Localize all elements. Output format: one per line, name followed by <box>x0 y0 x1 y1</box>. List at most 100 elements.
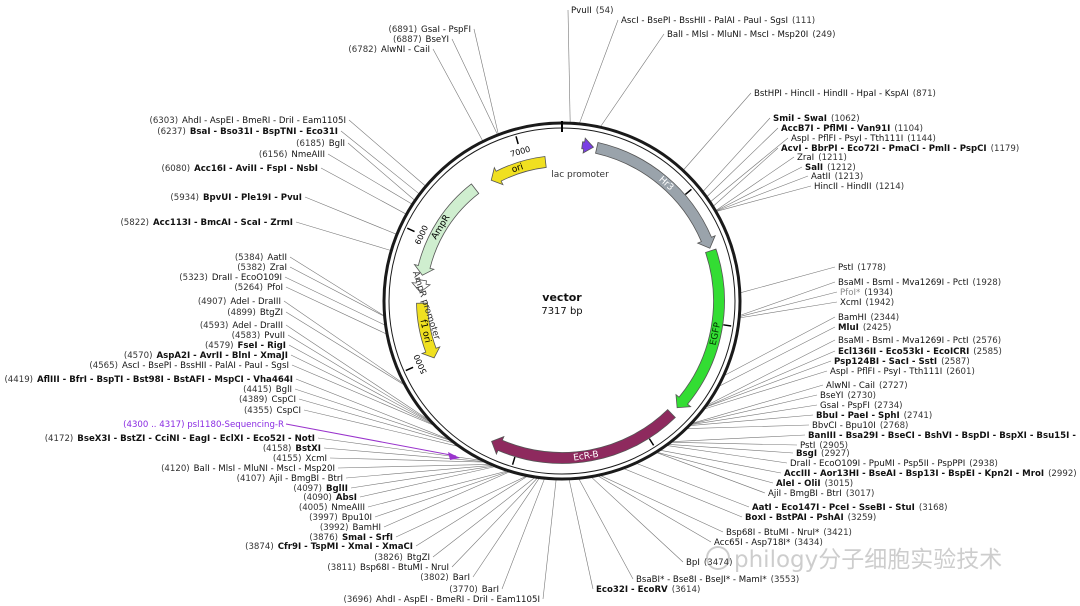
site-leader <box>285 311 408 387</box>
site-leader <box>395 474 530 538</box>
feature-label: f1 ori <box>417 319 432 344</box>
restriction-site-label: (5384) AatII <box>235 253 287 263</box>
site-leader <box>702 360 832 409</box>
feature-ampr <box>413 183 480 276</box>
restriction-site-label: PfoI* (1934) <box>840 288 893 298</box>
restriction-site-label: MluI (2425) <box>838 323 891 333</box>
restriction-site-label: Bsp68I - BtuMI - NruI* (3421) <box>726 528 852 538</box>
restriction-site-label: AleI - OliI (3015) <box>776 479 853 489</box>
plasmid-name: vector <box>542 291 582 304</box>
restriction-site-label: BsaMI - BsmI - Mva1269I - PctI (1928) <box>838 278 1001 288</box>
restriction-site-label: AlwNI - CaiI (2727) <box>826 381 908 391</box>
restriction-site-label: ZraI (1211) <box>797 153 847 163</box>
restriction-site-label: (4593) AdeI - DraIII <box>200 321 283 331</box>
site-leader <box>716 326 836 388</box>
site-leader <box>542 477 557 600</box>
site-labels-left: (6891) GsaI - PspFI(6887) BseYI(6782) AlwNI… <box>4 25 540 605</box>
site-leader <box>668 441 798 446</box>
site-leader <box>329 457 489 463</box>
restriction-site-label: AccIII - Aor13HI - BseAI - Bsp13I - BspE… <box>784 469 1077 479</box>
site-leader <box>283 300 407 386</box>
restriction-site-label: (3874) Cfr9I - TspMI - XmaI - XmaCI <box>245 542 413 552</box>
tick-mark <box>515 136 519 145</box>
restriction-site-label: (6782) AlwNI - CaiI <box>348 45 430 55</box>
restriction-site-label: BoxI - BstPAI - PshAI (3259) <box>745 513 876 523</box>
site-leader <box>451 476 540 568</box>
site-leader <box>350 465 497 489</box>
restriction-site-label: (5323) DraII - EcoO109I <box>179 273 282 283</box>
site-leader <box>359 465 498 498</box>
restriction-site-label: BalI - MlsI - MluNI - MscI - Msp20I (249) <box>667 30 835 40</box>
restriction-site-label: (4155) XcmI <box>273 454 327 464</box>
site-leader <box>347 142 416 202</box>
restriction-site-label: DraII - EcoO109I - PpuMI - Psp5II - PspP… <box>790 459 998 469</box>
plasmid-size: 7317 bp <box>541 306 582 317</box>
site-leader <box>473 28 499 136</box>
primer-leader <box>285 423 457 457</box>
site-leader <box>714 185 812 213</box>
restriction-site-label: (4355) CspCI <box>244 406 301 416</box>
restriction-site-label: (3826) BtgZI <box>374 553 430 563</box>
restriction-site-label: (3876) SmaI - SrfI <box>309 533 393 543</box>
site-leader <box>597 474 724 533</box>
site-leader <box>337 463 494 469</box>
restriction-site-label: (4172) BseX3I - BstZI - CciNI - EagI - Ec… <box>45 434 315 444</box>
feature-egfp <box>675 248 725 409</box>
site-leader <box>664 444 788 464</box>
site-leader <box>577 477 634 580</box>
restriction-site-label: AatII (1213) <box>811 172 863 182</box>
restriction-site-label: (4899) BtgZI <box>227 308 283 318</box>
tick-mark <box>648 438 655 446</box>
site-leader <box>621 467 743 518</box>
site-leader <box>451 38 499 137</box>
restriction-site-label: BpI (3474) <box>686 558 732 568</box>
site-leader <box>711 147 779 208</box>
restriction-site-label: (6156) NmeAIII <box>259 150 325 160</box>
restriction-site-label: (5264) PfoI <box>234 283 283 293</box>
restriction-site-label: BbvCI - Bpu10I (2768) <box>812 421 908 431</box>
restriction-site-label: (5822) Acc113I - BmcAI - ScaI - ZrmI <box>120 218 293 228</box>
feature-ori <box>490 156 547 186</box>
site-labels-right: PvuII (54) AscI - BsePI - BssHII - PalAI -… <box>571 6 1077 595</box>
site-leader <box>472 476 541 578</box>
restriction-site-label: (5382) ZraI <box>237 263 287 273</box>
restriction-site-label: (6891) GsaI - PspFI <box>388 25 471 35</box>
restriction-site-label: (4583) PvuII <box>232 331 285 341</box>
site-leader <box>702 350 836 409</box>
site-leader <box>415 474 530 547</box>
site-leader <box>701 370 828 411</box>
site-leader <box>567 9 571 125</box>
site-leader <box>367 469 511 508</box>
site-leader <box>665 443 794 454</box>
site-leader <box>705 127 779 198</box>
restriction-site-label: Ecl136II - Eco53kI - EcoICRI (2585) <box>838 347 1002 357</box>
site-leader <box>383 470 513 528</box>
tick-mark <box>684 188 692 196</box>
restriction-site-label: (4570) AspA2I - AvrII - BlnI - XmaJI <box>124 351 288 361</box>
site-leader <box>287 334 436 426</box>
site-leader <box>323 447 489 463</box>
restriction-site-label: BamHI (2344) <box>838 313 899 323</box>
site-leader <box>634 462 750 508</box>
restriction-site-label: (6080) Acc16I - AviII - FspI - NsbI <box>161 164 318 174</box>
site-leader <box>657 449 782 474</box>
site-leader <box>654 451 766 494</box>
site-leader <box>709 137 789 203</box>
feature-hr3 <box>595 142 716 249</box>
site-leader <box>327 153 414 206</box>
restriction-site-label: (3811) Bsp68I - BtuMI - NruI <box>327 563 449 573</box>
site-leader <box>295 221 393 252</box>
site-leader <box>304 196 398 236</box>
site-leader <box>688 404 818 426</box>
site-leader <box>294 388 456 443</box>
restriction-site-label: BanIII - Bsa29I - BseCI - BshVI - BspDI … <box>808 431 1076 441</box>
restriction-site-label: (4907) AdeI - DraIII <box>198 297 281 307</box>
restriction-site-label: XcmI (1942) <box>840 298 894 308</box>
restriction-site-label: (4419) AflIII - BfrI - BspTI - Bst98I - B… <box>4 375 293 385</box>
tick-mark <box>511 456 516 465</box>
feature-label: ori <box>510 162 524 175</box>
site-leader <box>684 424 810 430</box>
site-leader <box>738 301 838 319</box>
restriction-site-label: (4120) BalI - MlsI - MluNI - MscI - Msp20… <box>161 464 335 474</box>
site-leader <box>298 398 459 445</box>
